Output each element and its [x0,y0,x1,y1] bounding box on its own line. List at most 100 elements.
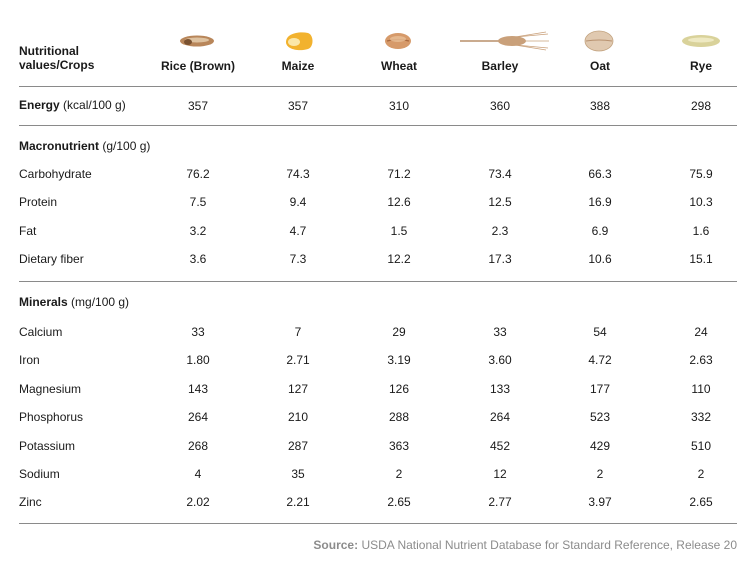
source-note: Source: USDA National Nutrient Database … [313,538,737,552]
table-cell: 332 [690,410,712,425]
table-cell: 12.5 [488,195,512,210]
divider [19,281,737,282]
table-cell: 3.97 [588,495,612,510]
table-cell: 310 [388,99,410,113]
table-cell: 1.80 [186,353,210,368]
section-title-minerals: Minerals (mg/100 g) [19,295,130,309]
row-label: Fat [19,223,37,238]
row-label: Magnesium [19,381,82,396]
maize-kernel-icon [286,32,313,51]
table-cell: 298 [690,99,712,113]
table-cell: 3.2 [189,223,207,238]
table-cell: 2.77 [488,495,512,510]
table-cell: 66.3 [588,167,612,181]
crop-name-wheat: Wheat [381,59,417,73]
table-cell: 33 [191,325,205,339]
table-cell: 2.63 [689,353,713,368]
table-cell: 35 [291,467,305,481]
table-cell: 133 [489,381,511,396]
table-cell: 71.2 [387,167,411,181]
crop-name-oat: Oat [589,59,610,73]
table-cell: 1.5 [390,223,408,238]
crop-name-maize: Maize [281,59,315,73]
table-cell: 12 [493,467,507,481]
table-cell: 6.9 [591,223,609,238]
table-cell: 2 [596,467,604,481]
divider [19,125,737,126]
table-cell: 29 [392,325,406,339]
table-cell: 12.2 [387,251,411,266]
table-cell: 7 [294,325,302,339]
table-cell: 73.4 [488,167,512,181]
table-cell: 357 [287,99,309,113]
table-cell: 264 [187,410,209,425]
table-cell: 15.1 [689,251,713,266]
table-cell: 24 [694,325,708,339]
crop-name-rye: Rye [689,59,712,73]
table-cell: 510 [690,438,712,453]
table-cell: 360 [489,99,511,113]
wheat-grain-icon [385,33,411,49]
table-cell: 429 [589,438,611,453]
row-label: Zinc [19,495,42,510]
table-cell: 264 [489,410,511,425]
row-label: Potassium [19,438,76,453]
oat-grain-icon [584,30,614,52]
row-label: Protein [19,195,58,210]
table-cell: 9.4 [289,195,307,210]
row-label: Calcium [19,325,63,339]
table-cell: 2.3 [491,223,509,238]
table-cell: 76.2 [186,167,210,181]
table-cell: 357 [187,99,209,113]
table-cell: 12.6 [387,195,411,210]
table-cell: 288 [388,410,410,425]
barley-ear-icon [460,31,549,51]
table-cell: 54 [593,325,607,339]
table-cell: 4.7 [289,223,307,238]
table-cell: 126 [388,381,410,396]
table-cell: 110 [691,381,711,396]
table-cell: 4.72 [588,353,612,368]
table-cell: 17.3 [488,251,512,266]
table-cell: 4 [194,467,202,481]
crop-name-rice: Rice (Brown) [160,59,235,73]
table-cell: 33 [493,325,507,339]
table-cell: 127 [287,381,309,396]
table-cell: 143 [187,381,209,396]
row-label: Phosphorus [19,410,84,425]
table-cell: 523 [589,410,611,425]
row-label: Iron [19,353,40,368]
table-cell: 177 [589,381,611,396]
table-cell: 2.21 [286,495,310,510]
table-cell: 1.6 [692,223,710,238]
table-cell: 452 [489,438,511,453]
table-cell: 287 [287,438,309,453]
divider [19,86,737,87]
section-title-macronutrient: Macronutrient (g/100 g) [19,139,151,153]
crop-name-barley: Barley [481,59,519,73]
table-cell: 7.5 [189,195,207,210]
table-cell: 363 [388,438,410,453]
table-cell: 2.71 [286,353,310,368]
table-cell: 16.9 [588,195,612,210]
row-label: Dietary fiber [19,251,84,266]
table-cell: 3.19 [387,353,411,368]
table-cell: 2.02 [186,495,210,510]
table-cell: 75.9 [689,167,713,181]
row-label: Sodium [19,467,60,481]
table-cell: 74.3 [286,167,310,181]
divider [19,523,737,524]
table-cell: 3.60 [488,353,512,368]
table-cell: 210 [287,410,309,425]
table-cell: 10.3 [689,195,713,210]
rye-grain-icon [682,35,720,47]
section-title-energy: Energy (kcal/100 g) [19,98,126,112]
rice-grain-icon [180,35,214,47]
table-cell: 7.3 [289,251,307,266]
table-cell: 388 [589,99,611,113]
table-cell: 2.65 [689,495,713,510]
row-label: Carbohydrate [19,167,92,181]
table-cell: 2 [697,467,705,481]
table-cell: 10.6 [588,251,612,266]
table-cell: 268 [187,438,209,453]
